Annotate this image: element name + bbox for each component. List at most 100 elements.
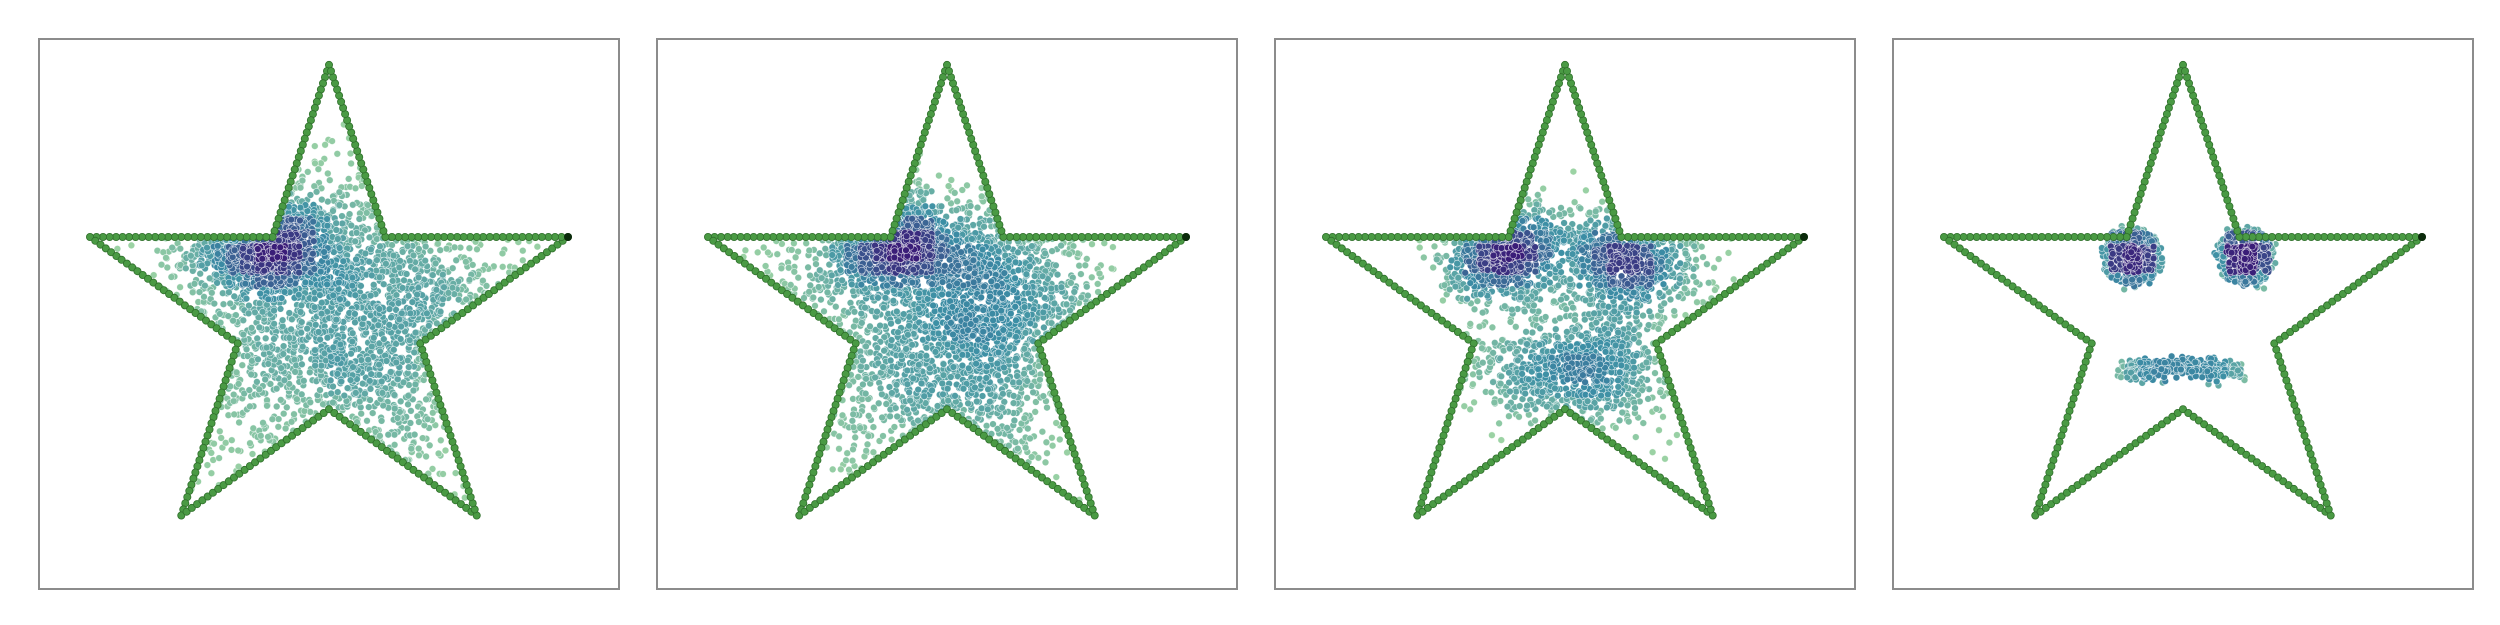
scatter-point [167,273,176,281]
scatter-point [363,209,371,217]
scatter-point [423,309,431,318]
scatter-point [415,451,423,459]
scatter-point [1012,316,1020,325]
scatter-point [1043,449,1051,457]
scatter-point [1034,454,1043,462]
outline-point [261,450,270,459]
scatter-point [965,209,974,217]
scatter-point [255,385,264,394]
scatter-point [1011,303,1019,311]
scatter-point [1052,261,1060,270]
scatter-point [411,328,420,337]
outline-point [256,454,265,463]
scatter-point [886,412,894,420]
scatter-point [1010,416,1019,425]
scatter-point [239,330,248,339]
scatter-point [832,303,840,311]
scatter-point [373,256,381,264]
scatter-point [219,300,228,308]
scatter-point [229,317,237,325]
scatter-point [817,295,825,304]
scatter-point [376,432,384,440]
outline-point [86,232,95,241]
scatter-point [298,360,306,368]
scatter-point [838,276,846,285]
scatter-point [352,389,360,397]
scatter-point [400,276,408,285]
scatter-point [1108,264,1116,273]
scatter-point [436,246,444,254]
outline-point [282,435,291,444]
scatter-point [980,223,988,231]
scatter-point [324,169,332,178]
scatter-point [741,246,750,255]
outline-point [319,408,328,417]
outline-point [180,301,189,310]
scatter-point [963,181,971,190]
scatter-point [230,246,239,254]
scatter-point [232,368,241,377]
scatter-point [244,309,253,318]
scatter-point [993,359,1001,368]
outline-point [187,503,196,512]
outline-point [393,454,402,463]
outline-point [518,232,527,241]
scatter-point [785,264,793,272]
scatter-point [835,315,843,323]
scatter-point [880,333,889,341]
scatter-point [893,307,901,316]
scatter-point [455,295,463,304]
scatter-point [425,322,433,330]
scatter-point [1005,442,1013,450]
scatter-point [316,386,324,394]
scatter-point [764,248,772,257]
scatter-point [273,402,281,411]
scatter-point [943,340,952,349]
scatter-point [338,212,346,220]
scatter-point [968,235,976,243]
scatter-point [842,456,850,464]
scatter-point [999,390,1007,398]
scatter-point [753,248,762,257]
scatter-point [351,310,359,318]
scatter-point [1088,240,1096,248]
scatter-point [323,280,331,289]
panel-frame [38,38,620,590]
scatter-point [380,280,388,288]
outline-point [516,267,525,276]
scatter-point [902,345,910,353]
scatter-point [533,243,542,251]
scatter-point [424,415,432,423]
scatter-point [1013,372,1021,380]
scatter-point [1031,272,1039,280]
scatter-point [871,373,879,382]
scatter-point [212,271,221,279]
scatter-point [837,419,845,427]
outline-point [207,320,216,329]
scatter-point [972,360,980,368]
outline-point [170,232,179,241]
scatter-point [258,255,267,263]
scatter-point [1011,274,1019,283]
scatter-point [240,389,248,398]
scatter-point [1052,419,1060,427]
scatter-point [280,288,289,296]
scatter-point [1040,323,1048,332]
scatter-point [333,370,342,378]
outline-point [351,424,360,433]
scatter-point [469,261,477,269]
scatter-point [404,400,412,409]
scatter-point [338,219,346,228]
scatter-point [311,346,319,354]
scatter-point [938,379,946,388]
scatter-point [278,316,287,324]
scatter-point [243,262,251,271]
scatter-point [791,253,800,262]
scatter-point [299,343,307,351]
scatter-point [287,215,296,224]
scatter-point [277,364,285,372]
scatter-point [998,404,1006,412]
scatter-point [290,250,299,259]
scatter-point [310,265,318,273]
